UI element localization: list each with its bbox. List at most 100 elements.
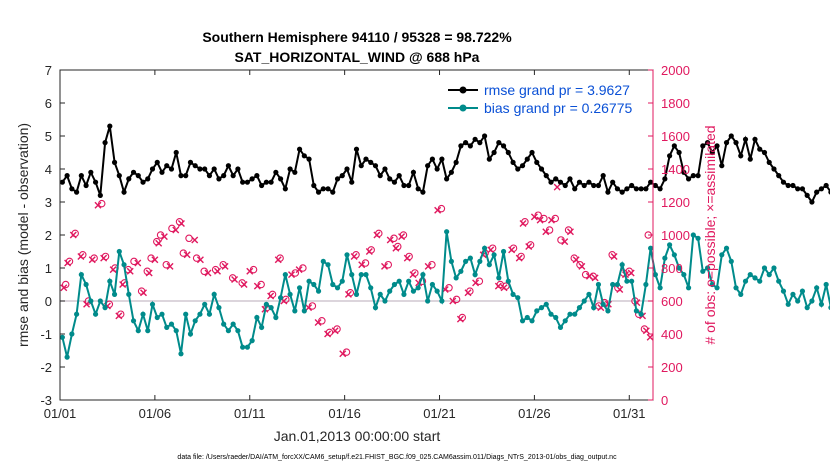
- y-axis-right-label: # of obs: o=possible; ×=assimilated: [702, 125, 718, 344]
- point-rmse: [804, 192, 810, 198]
- point-bias: [263, 301, 269, 307]
- point-rmse: [496, 140, 502, 146]
- point-rmse: [719, 163, 725, 169]
- point-rmse: [311, 182, 317, 189]
- obs-assimilated-marker: [339, 350, 347, 358]
- point-bias: [344, 252, 350, 258]
- obs-assimilated-marker: [191, 236, 199, 244]
- point-bias: [600, 301, 606, 307]
- obs-assimilated-marker: [591, 274, 599, 282]
- point-bias: [804, 305, 810, 311]
- y-right-tick-label: 1200: [661, 195, 690, 210]
- point-bias: [59, 334, 65, 340]
- point-rmse: [823, 182, 829, 189]
- obs-possible-marker: [156, 231, 165, 239]
- point-bias: [695, 235, 701, 241]
- point-rmse: [671, 143, 677, 149]
- point-bias: [244, 344, 250, 350]
- point-bias: [757, 278, 763, 284]
- point-bias: [296, 285, 303, 291]
- point-rmse: [553, 176, 559, 182]
- obs-assimilated-marker: [434, 206, 442, 214]
- y-left-tick-label: 4: [45, 162, 52, 177]
- obs-possible-marker: [551, 214, 560, 223]
- obs-assimilated-marker: [331, 327, 339, 335]
- point-bias: [349, 272, 355, 278]
- y-right-tick-label: 400: [661, 327, 683, 342]
- point-rmse: [225, 163, 232, 169]
- obs-possible-marker: [162, 260, 171, 269]
- point-bias: [216, 305, 222, 311]
- point-rmse: [344, 166, 350, 172]
- point-bias: [500, 248, 507, 255]
- point-bias: [358, 272, 364, 278]
- obs-assimilated-marker: [500, 284, 508, 292]
- y-left-tick-label: 2: [45, 228, 52, 243]
- obs-possible-marker: [291, 269, 300, 277]
- y-left-tick-label: 7: [45, 63, 52, 78]
- point-rmse: [372, 163, 379, 169]
- obs-assimilated-marker: [160, 233, 168, 241]
- point-rmse: [676, 149, 682, 156]
- legend: rmse grand pr = 3.9627 bias grand pr = 0…: [448, 82, 632, 116]
- point-rmse: [202, 166, 208, 172]
- point-rmse: [273, 169, 279, 175]
- point-bias: [434, 288, 440, 294]
- point-bias: [562, 318, 568, 324]
- point-bias: [515, 295, 521, 301]
- point-bias: [553, 314, 559, 321]
- point-bias: [733, 285, 739, 291]
- obs-assimilated-marker: [64, 259, 72, 267]
- y-left-tick-label: 3: [45, 195, 52, 210]
- point-rmse: [500, 143, 507, 149]
- point-rmse: [757, 146, 763, 152]
- obs-possible-marker: [61, 280, 70, 289]
- point-rmse: [425, 163, 431, 169]
- point-bias: [795, 298, 801, 304]
- point-bias: [624, 278, 630, 284]
- point-rmse: [334, 176, 341, 182]
- point-rmse: [377, 173, 383, 179]
- obs-assimilated-marker: [151, 256, 159, 264]
- x-tick-label: 01/31: [613, 406, 646, 421]
- point-bias: [83, 281, 89, 288]
- point-bias: [709, 281, 715, 288]
- obs-assimilated-marker: [69, 231, 77, 239]
- obs-assimilated-marker: [616, 285, 624, 293]
- obs-possible-marker: [97, 199, 106, 208]
- obs-assimilated-marker: [183, 251, 191, 259]
- point-rmse: [690, 173, 696, 179]
- obs-assimilated-marker: [456, 315, 464, 323]
- point-rmse: [164, 163, 170, 169]
- point-bias: [107, 278, 113, 284]
- point-rmse: [92, 179, 99, 185]
- point-bias: [491, 252, 497, 258]
- obs-assimilated-marker: [88, 256, 96, 264]
- point-bias: [126, 291, 132, 297]
- obs-assimilated-marker: [358, 261, 366, 269]
- point-bias: [448, 258, 454, 264]
- obs-possible-marker: [384, 260, 393, 269]
- legend-rmse-label: rmse grand pr = 3.9627: [484, 82, 630, 98]
- obs-assimilated-marker: [77, 252, 85, 260]
- point-bias: [619, 262, 625, 268]
- obs-possible-marker: [318, 317, 326, 325]
- point-bias: [382, 298, 388, 304]
- point-rmse: [240, 179, 246, 185]
- legend-bias-label: bias grand pr = 0.26775: [484, 100, 632, 116]
- point-bias: [149, 301, 156, 307]
- point-rmse: [738, 153, 744, 159]
- point-rmse: [463, 140, 469, 146]
- obs-assimilated-marker: [295, 266, 303, 274]
- point-rmse: [396, 173, 402, 179]
- point-bias: [202, 301, 208, 307]
- point-rmse: [529, 149, 535, 156]
- point-rmse: [619, 189, 625, 195]
- obs-possible-marker: [445, 284, 453, 292]
- series-bias: [59, 229, 830, 360]
- point-bias: [178, 351, 184, 357]
- obs-assimilated-marker: [519, 219, 527, 227]
- point-rmse: [102, 140, 108, 146]
- point-rmse: [292, 169, 298, 175]
- obs-possible-marker: [437, 204, 446, 213]
